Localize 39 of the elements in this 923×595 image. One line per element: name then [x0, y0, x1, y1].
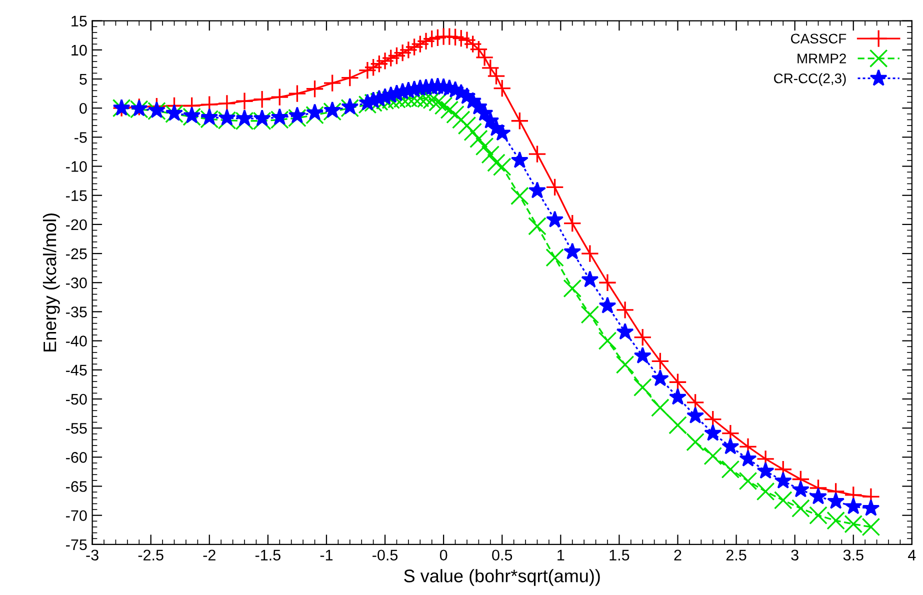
y-tick-label: -30 [66, 277, 87, 288]
y-tick-label: -15 [66, 190, 87, 202]
y-tick-label: 15 [72, 16, 87, 27]
x-tick-label: -1 [320, 550, 333, 560]
x-tick-label: -2 [203, 550, 216, 560]
x-tick-label: 1 [558, 550, 564, 560]
y-tick-label: -5 [74, 132, 87, 143]
y-tick-label: 5 [80, 74, 87, 85]
y-tick-label: -70 [66, 510, 87, 522]
y-tick-label: -65 [66, 481, 87, 492]
y-tick-label: -25 [66, 248, 87, 260]
legend-label: MRMP2 [798, 54, 846, 64]
y-axis-title: Energy (kcal/mol) [42, 214, 60, 352]
x-axis-title: S value (bohr*sqrt(amu)) [404, 569, 600, 586]
x-tick-label: -0.5 [372, 550, 398, 561]
x-tick-label: 1.5 [610, 550, 630, 561]
y-tick-label: -50 [66, 394, 87, 405]
y-tick-label: 10 [72, 44, 87, 56]
x-tick-label: 0 [440, 550, 448, 561]
y-tick-label: -10 [66, 161, 87, 172]
legend-label: CR-CC(2,3) [774, 73, 846, 86]
x-tick-label: 2 [674, 550, 682, 560]
y-tick-label: -75 [66, 539, 87, 550]
x-tick-label: 3 [791, 550, 798, 561]
x-tick-label: -2.5 [138, 550, 164, 561]
y-tick-label: -45 [66, 364, 87, 376]
x-tick-label: 3.5 [843, 550, 864, 561]
legend-label: CASSCF [791, 34, 846, 44]
y-tick-label: -20 [66, 219, 87, 230]
y-tick-label: -40 [66, 336, 87, 346]
x-tick-label: 4 [908, 550, 916, 560]
x-tick-label: 0.5 [492, 550, 512, 561]
y-tick-label: -55 [66, 423, 87, 434]
y-tick-label: -60 [66, 452, 87, 463]
y-tick-label: -35 [66, 306, 87, 318]
x-tick-label: -1.5 [255, 550, 280, 561]
x-tick-label: 2.5 [726, 550, 746, 561]
y-tick-label: 0 [80, 102, 87, 114]
x-tick-label: -3 [86, 550, 98, 561]
